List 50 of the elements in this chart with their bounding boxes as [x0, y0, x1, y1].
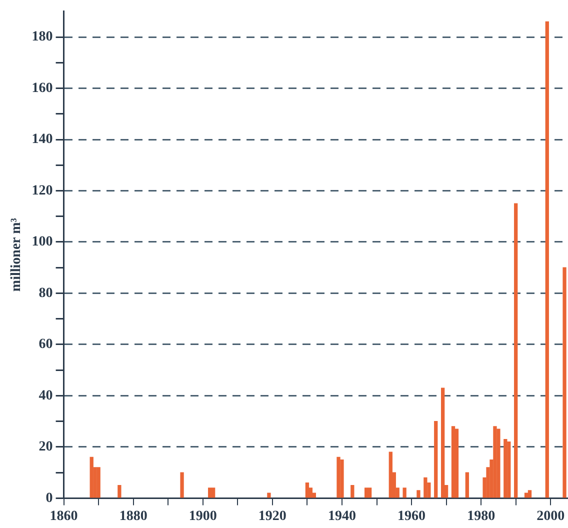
bar: [305, 482, 310, 498]
y-tick-label: 60: [38, 337, 53, 352]
y-tick-label: 20: [38, 440, 53, 455]
bar: [364, 488, 368, 498]
x-tick-label: 1880: [119, 509, 148, 524]
bar: [267, 492, 271, 498]
bar: [90, 456, 94, 498]
bar: [368, 488, 372, 498]
bar: [180, 472, 184, 498]
bar: [545, 21, 549, 498]
y-tick-label: 100: [32, 234, 53, 250]
bar: [440, 388, 445, 498]
bar: [402, 488, 406, 498]
y-tick-label: 80: [38, 286, 53, 301]
bar: [454, 428, 459, 498]
bar: [416, 490, 420, 498]
bar: [211, 488, 216, 498]
y-tick-label: 140: [32, 132, 53, 148]
bar: [496, 428, 500, 498]
bar: [336, 456, 340, 498]
bar: [424, 477, 428, 498]
x-tick-label: 1980: [467, 509, 496, 524]
x-tick-label: 2000: [536, 509, 565, 524]
bar: [350, 485, 354, 498]
x-tick-label: 1920: [258, 509, 286, 524]
x-tick-label: 1940: [328, 509, 356, 524]
bar: [562, 267, 566, 498]
bar: [465, 472, 469, 498]
x-tick-label: 1860: [50, 509, 78, 524]
y-tick-label: 0: [46, 490, 53, 506]
bar: [524, 492, 528, 498]
bar: [434, 421, 438, 498]
bar: [96, 467, 100, 498]
bar: [451, 426, 456, 498]
y-tick-label: 160: [32, 80, 53, 96]
x-tick-label: 1900: [188, 509, 217, 524]
bar: [504, 438, 508, 498]
bar: [514, 203, 518, 498]
y-tick-label: 120: [32, 183, 53, 198]
bar: [118, 485, 122, 498]
bar: [507, 442, 511, 498]
y-tick-label: 180: [32, 30, 53, 45]
bar: [493, 426, 497, 498]
y-tick-label: 40: [38, 388, 53, 404]
bar: [208, 488, 212, 498]
x-tick-label: 1960: [398, 509, 426, 524]
bar: [528, 490, 532, 498]
bar: [340, 459, 344, 498]
bar: [388, 452, 392, 498]
y-axis-title: millioner m³: [9, 218, 24, 292]
